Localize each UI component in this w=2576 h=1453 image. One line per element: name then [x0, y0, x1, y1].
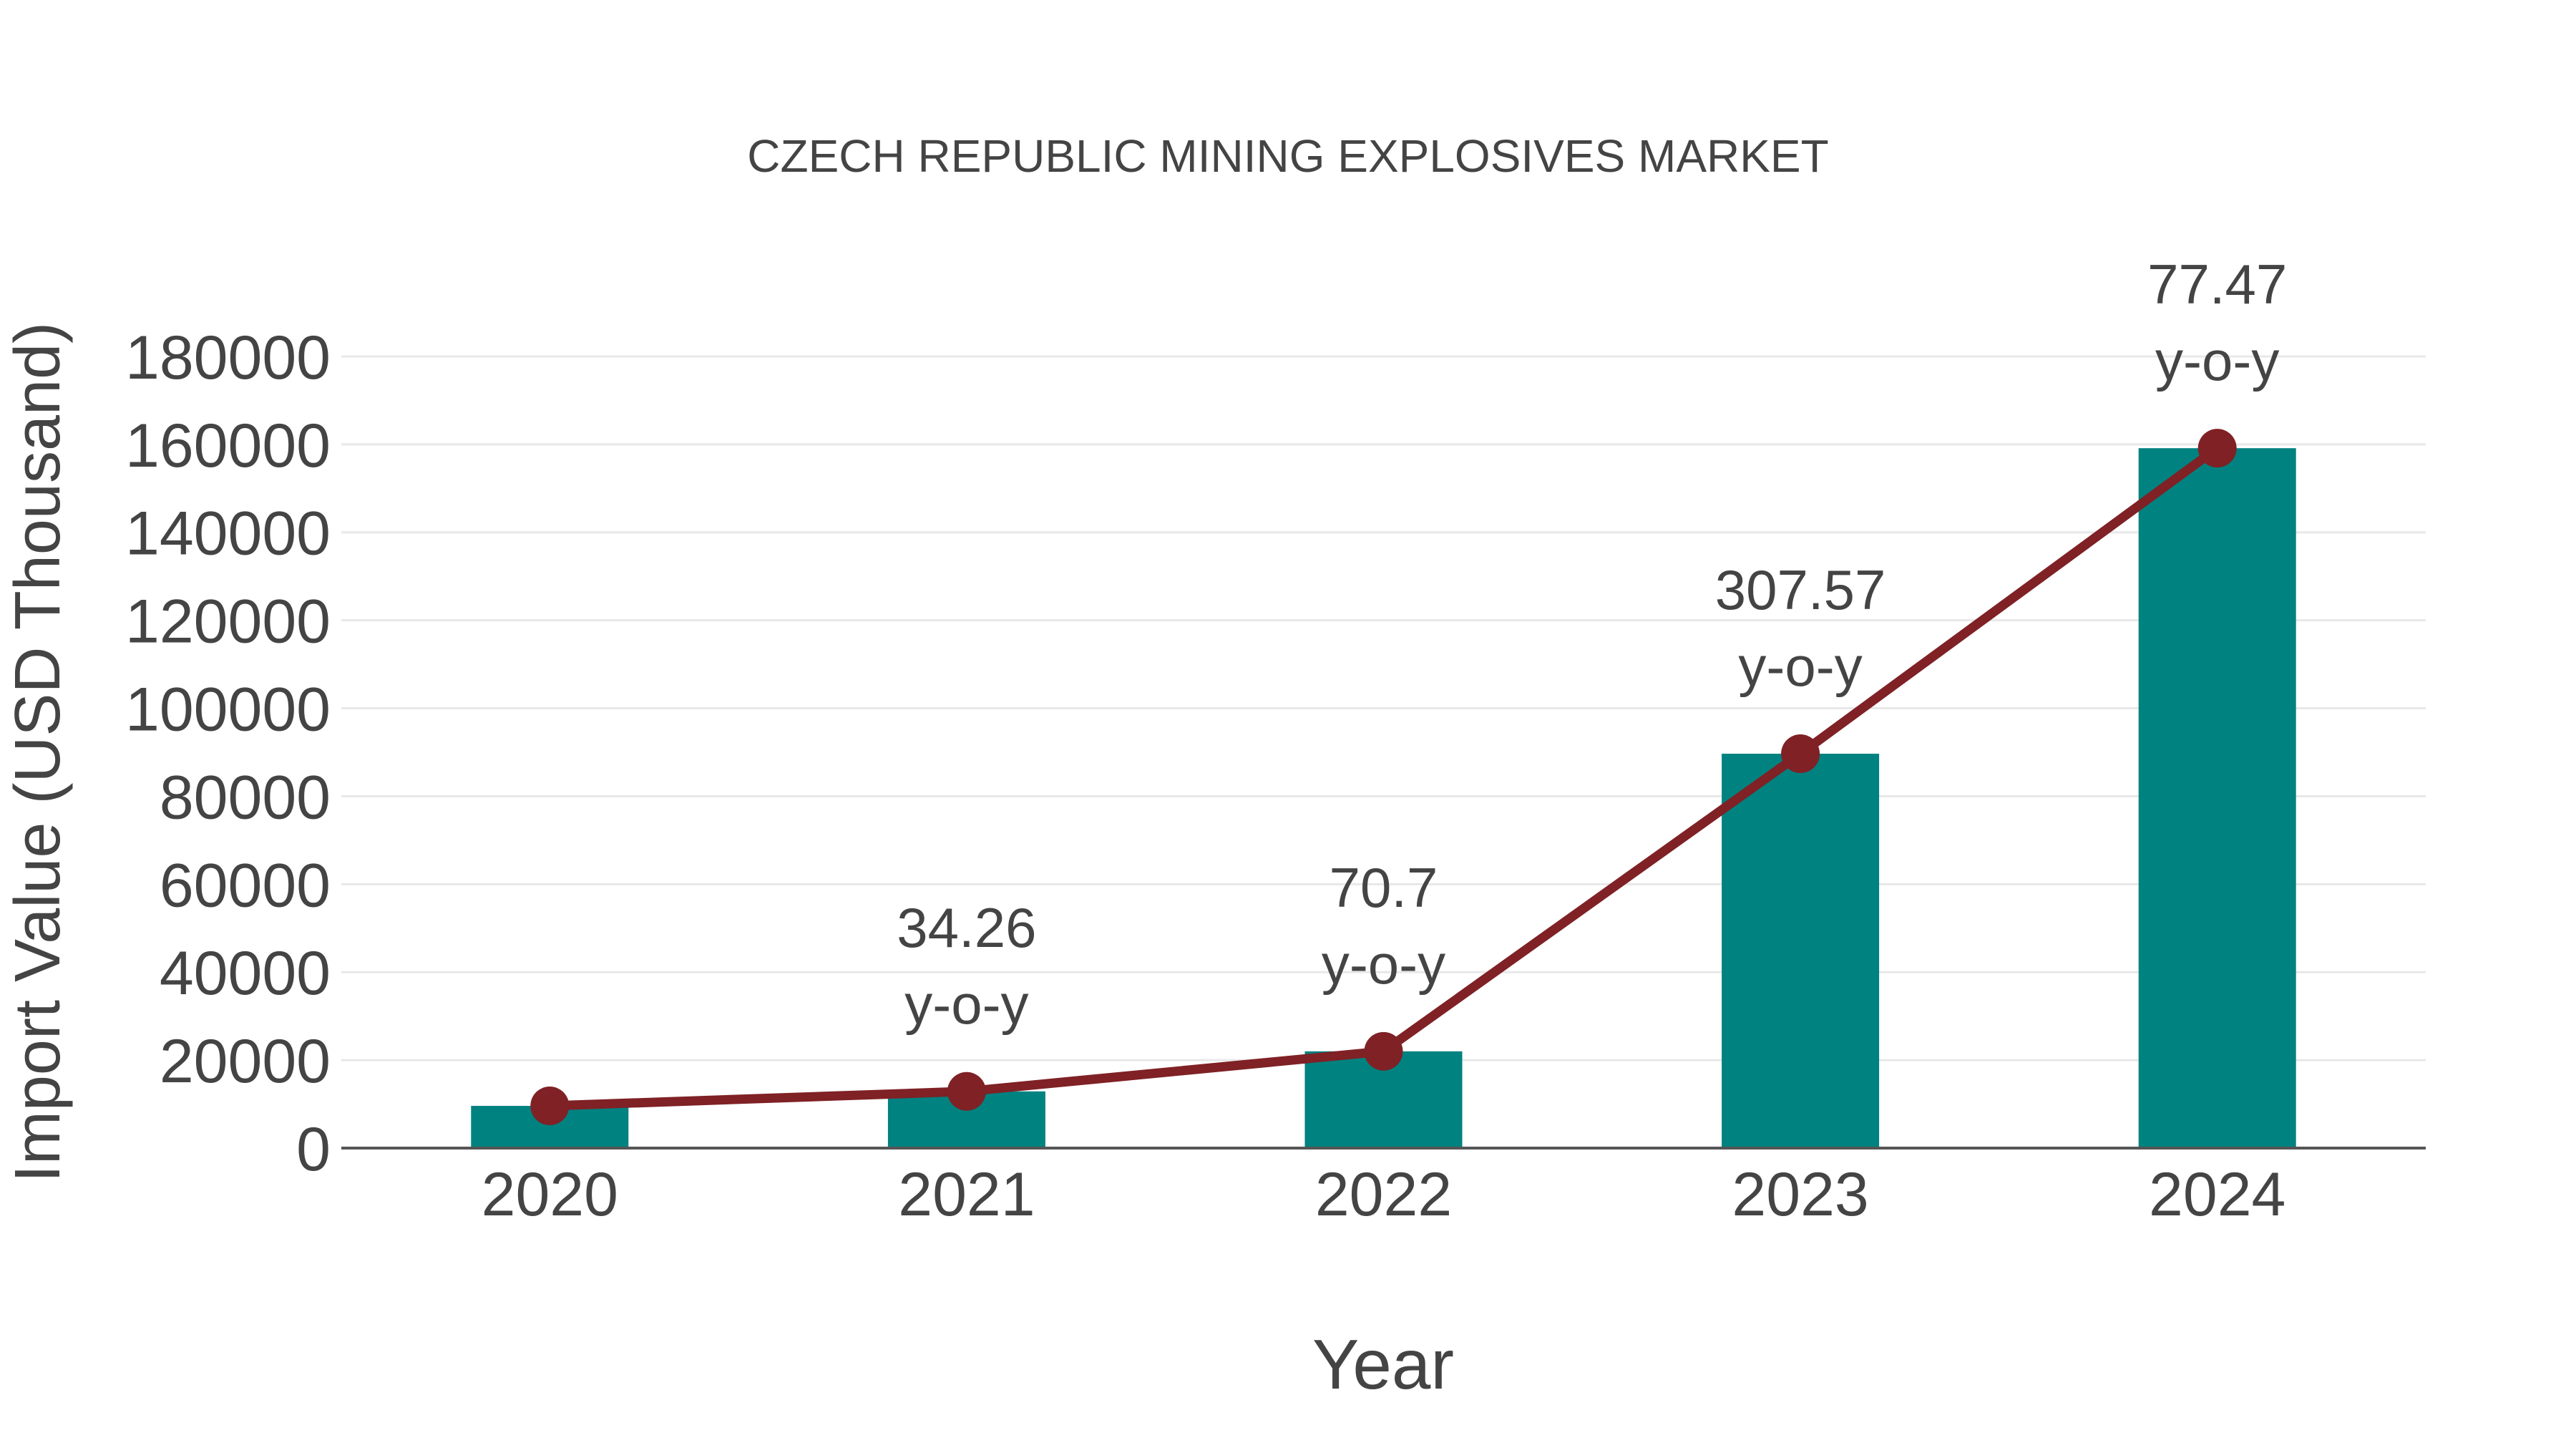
- y-tick-label: 100000: [125, 676, 331, 744]
- bar-series: [471, 448, 2296, 1148]
- annotations-group: 34.26 y-o-y 70.7 y-o-y 307.57 y-o-y 77.47 y-o-y: [897, 253, 2287, 1036]
- bar-2024: [2138, 448, 2296, 1148]
- marker-2024: [2197, 429, 2237, 468]
- annotation-yoy-2021: y-o-y: [904, 973, 1028, 1036]
- y-tick-label: 140000: [125, 500, 331, 568]
- x-tick-label: 2021: [898, 1160, 1035, 1229]
- x-axis-title: Year: [1312, 1325, 1454, 1404]
- marker-2022: [1364, 1031, 1403, 1071]
- marker-group: [530, 429, 2237, 1126]
- x-tick-label: 2020: [482, 1160, 618, 1229]
- annotation-value-2021: 34.26: [897, 896, 1036, 959]
- y-tick-label: 20000: [160, 1027, 331, 1096]
- x-tick-label: 2022: [1315, 1160, 1452, 1229]
- marker-2020: [530, 1087, 570, 1126]
- y-tick-label: 180000: [125, 324, 331, 392]
- annotation-value-2024: 77.47: [2147, 253, 2287, 316]
- annotation-yoy-2024: y-o-y: [2155, 329, 2279, 392]
- y-tick-label: 160000: [125, 412, 331, 480]
- x-tick-label: 2024: [2149, 1160, 2285, 1229]
- annotation-yoy-2022: y-o-y: [1322, 933, 1445, 996]
- y-tick-label: 40000: [160, 939, 331, 1008]
- marker-2023: [1781, 734, 1820, 774]
- x-tick-label: 2023: [1732, 1160, 1868, 1229]
- y-tick-label: 60000: [160, 851, 331, 920]
- y-axis-title: Import Value (USD Thousand): [2, 322, 74, 1182]
- trend-line: [545, 443, 2223, 1111]
- annotation-value-2023: 307.57: [1715, 558, 1886, 621]
- annotation-yoy-2023: y-o-y: [1738, 635, 1862, 698]
- chart-title: CZECH REPUBLIC MINING EXPLOSIVES MARKET: [747, 130, 1828, 182]
- bar-2023: [1722, 754, 1880, 1148]
- y-tick-labels: 0 20000 40000 60000 80000 100000 120000 140000 1…: [125, 324, 331, 1184]
- annotation-value-2022: 70.7: [1330, 856, 1438, 919]
- y-tick-label: 80000: [160, 763, 331, 832]
- marker-2021: [947, 1071, 986, 1111]
- y-tick-label: 120000: [125, 588, 331, 656]
- x-tick-labels: 2020 2021 2022 2023 2024: [482, 1160, 2286, 1229]
- gridlines-group: [341, 355, 2426, 1061]
- y-tick-label: 0: [296, 1115, 331, 1184]
